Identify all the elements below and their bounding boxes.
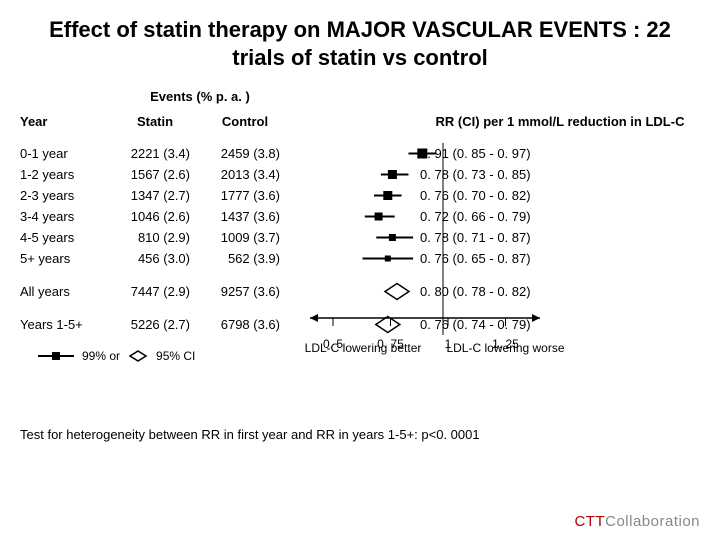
header-row-1: Events (% p. a. ) [20,89,700,104]
legend-ci95: 95% CI [156,349,195,363]
slide: Effect of statin therapy on MAJOR VASCUL… [0,0,720,540]
cell-year: 2-3 years [20,188,110,203]
heterogeneity-note: Test for heterogeneity between RR in fir… [20,427,700,442]
cell-statin: 1046 (2.6) [110,209,200,224]
cell-statin: 5226 (2.7) [110,317,200,332]
cell-control: 2013 (3.4) [200,167,290,182]
cell-statin: 456 (3.0) [110,251,200,266]
legend: 99% or 95% CI 0. 50. 7511. 25 LDL-C lowe… [38,349,700,363]
cell-statin: 810 (2.9) [110,230,200,245]
cell-statin: 1567 (2.6) [110,167,200,182]
cell-statin: 1347 (2.7) [110,188,200,203]
forest-plot [305,143,535,335]
legend-diamond-icon [128,349,148,363]
cell-year: 1-2 years [20,167,110,182]
header-rr: RR (CI) per 1 mmol/L reduction in LDL-C [420,114,700,129]
cell-year: 0-1 year [20,146,110,161]
legend-ci99: 99% or [82,349,120,363]
axis-line [310,314,540,334]
header-statin: Statin [110,114,200,129]
legend-square-icon [38,350,74,362]
axis-area: 0. 50. 7511. 25 LDL-C lowering better LD… [310,314,540,382]
header-control: Control [200,114,290,129]
header-year: Year [20,114,110,129]
cell-year: 3-4 years [20,209,110,224]
header-events: Events (% p. a. ) [110,89,290,104]
cell-year: All years [20,284,110,299]
cell-control: 1777 (3.6) [200,188,290,203]
cell-control: 1437 (3.6) [200,209,290,224]
cell-statin: 2221 (3.4) [110,146,200,161]
cell-control: 1009 (3.7) [200,230,290,245]
cell-year: 5+ years [20,251,110,266]
axis-right-label: LDL-C lowering worse [436,342,576,356]
branding-word: Collaboration [605,513,700,530]
header-row-2: Year Statin Control RR (CI) per 1 mmol/L… [20,114,700,129]
branding-ctt: CTT [574,513,605,530]
rows-container: 0-1 year 2221 (3.4) 2459 (3.8) 0. 91 (0.… [20,143,700,335]
cell-statin: 7447 (2.9) [110,284,200,299]
cell-control: 2459 (3.8) [200,146,290,161]
branding: CTTCollaboration [574,513,700,530]
cell-year: 4-5 years [20,230,110,245]
data-table: Events (% p. a. ) Year Statin Control RR… [20,89,700,442]
cell-control: 6798 (3.6) [200,317,290,332]
slide-title: Effect of statin therapy on MAJOR VASCUL… [20,16,700,71]
cell-year: Years 1-5+ [20,317,110,332]
cell-control: 9257 (3.6) [200,284,290,299]
cell-control: 562 (3.9) [200,251,290,266]
axis-left-label: LDL-C lowering better [293,342,433,356]
